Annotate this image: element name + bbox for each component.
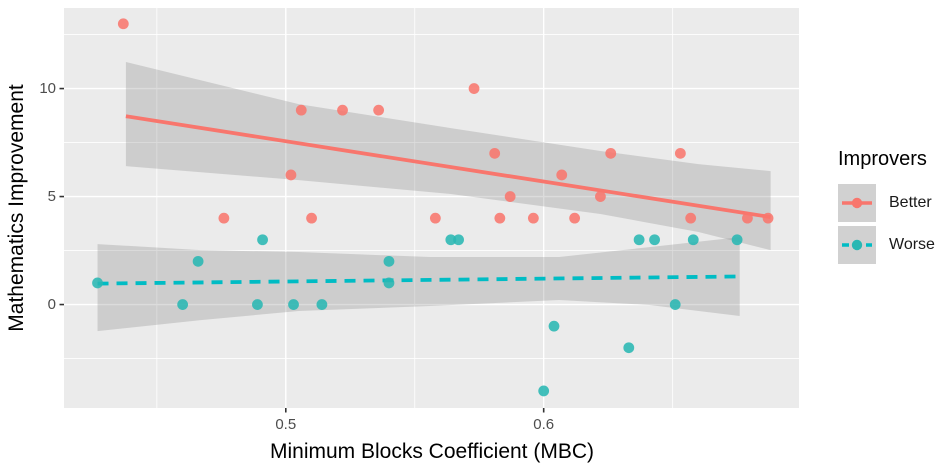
data-point-worse [623, 342, 635, 354]
plot-panel [64, 8, 799, 408]
data-point-better [605, 147, 617, 159]
data-point-worse [649, 234, 660, 246]
data-point-worse [633, 234, 645, 246]
data-point-worse [252, 299, 263, 310]
data-point-better [742, 212, 753, 224]
y-tick-label: 10 [39, 79, 56, 97]
x-axis-title: Minimum Blocks Coefficient (MBC) [269, 440, 594, 463]
data-point-worse [445, 234, 457, 246]
x-tick-label: 0.6 [533, 416, 555, 433]
legend-entry-better: Better [838, 184, 935, 222]
trend-line-worse [97, 274, 740, 286]
data-point-better [674, 147, 686, 159]
data-point-worse [177, 299, 189, 310]
data-point-better [285, 169, 297, 181]
data-point-better [306, 212, 317, 224]
legend-key-better [838, 184, 876, 222]
legend: Improvers Better Worse [838, 148, 935, 268]
legend-title: Improvers [838, 148, 927, 170]
data-point-better [373, 104, 385, 116]
data-point-better [468, 83, 480, 94]
confidence-ribbon-better [125, 61, 771, 251]
y-tick-label: 0 [47, 295, 56, 313]
data-point-worse [383, 255, 395, 267]
data-point-worse [669, 299, 681, 310]
data-point-worse [257, 234, 268, 246]
data-point-better [429, 212, 441, 224]
data-point-better [762, 212, 774, 224]
data-point-better [218, 212, 230, 224]
legend-key-worse [838, 226, 876, 264]
data-point-worse [687, 234, 699, 246]
legend-glyph-point [851, 239, 863, 251]
legend-entry-worse: Worse [838, 226, 935, 264]
data-point-better [527, 212, 539, 224]
x-tick-label: 0.5 [275, 416, 297, 433]
data-point-worse [731, 234, 743, 246]
data-point-better [117, 18, 129, 30]
data-point-better [556, 169, 568, 181]
data-point-worse [92, 277, 103, 289]
data-point-better [489, 147, 501, 159]
legend-entry-label: Better [889, 194, 932, 211]
data-point-better [685, 212, 697, 224]
legend-entry-label: Worse [889, 236, 935, 253]
trend-line-better [125, 114, 771, 219]
data-point-worse [288, 299, 299, 310]
data-point-better [595, 191, 606, 202]
data-point-worse [316, 299, 328, 310]
data-point-worse [538, 385, 550, 397]
data-point-better [295, 104, 307, 116]
data-point-better [337, 104, 348, 116]
data-point-worse [383, 277, 395, 289]
y-tick-label: 5 [47, 187, 56, 205]
data-point-worse [453, 234, 464, 246]
data-point-better [494, 212, 506, 224]
data-point-worse [192, 255, 204, 267]
data-point-better [569, 212, 581, 224]
data-point-better [504, 191, 516, 202]
data-point-worse [548, 320, 560, 332]
legend-glyph-point [851, 197, 863, 209]
